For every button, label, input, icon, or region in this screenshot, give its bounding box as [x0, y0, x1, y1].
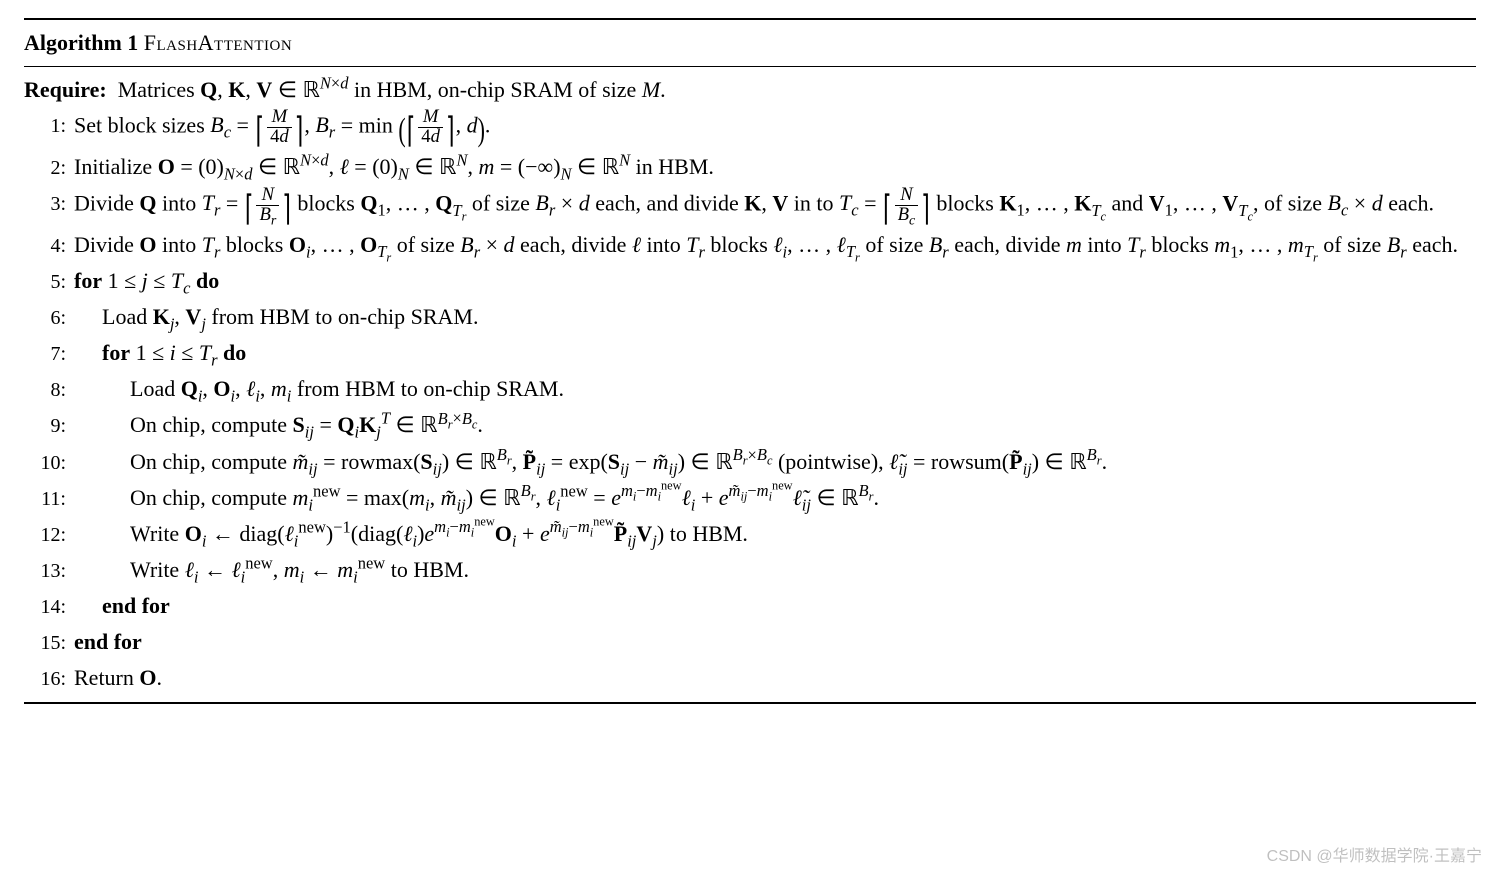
step-number: 5:: [24, 267, 74, 298]
algo-step: 12: Write Oi ← diag(ℓinew)−1(diag(ℓi)emi…: [24, 516, 1476, 552]
algo-step: 8: Load Qi, Oi, ℓi, mi from HBM to on-ch…: [24, 371, 1476, 407]
algorithm-body: Require: Matrices Q, K, V ∈ ℝN×d in HBM,…: [24, 67, 1476, 700]
step-number: 4:: [24, 231, 74, 262]
require-line: Require: Matrices Q, K, V ∈ ℝN×d in HBM,…: [24, 73, 1476, 107]
algorithm-title: Algorithm 1 FlashAttention: [24, 22, 1476, 67]
step-body: end for: [74, 625, 1476, 659]
step-body: for 1 ≤ i ≤ Tr do: [74, 336, 1476, 370]
watermark: CSDN @华师数据学院·王嘉宁: [1267, 845, 1482, 870]
step-number: 3:: [24, 189, 74, 220]
step-number: 15:: [24, 628, 74, 659]
step-number: 13:: [24, 556, 74, 587]
step-number: 7:: [24, 339, 74, 370]
step-body: Divide Q into Tr = ⌈NBr⌉ blocks Q1, … , …: [74, 186, 1476, 226]
step-number: 8:: [24, 375, 74, 406]
step-body: On chip, compute m̃ij = rowmax(Sij) ∈ ℝB…: [74, 445, 1476, 479]
algo-step: 16: Return O.: [24, 660, 1476, 696]
algo-step: 14: end for: [24, 588, 1476, 624]
require-label: Require:: [24, 77, 107, 102]
algorithm-box: Algorithm 1 FlashAttention Require: Matr…: [24, 18, 1476, 704]
step-number: 2:: [24, 153, 74, 184]
algo-step: 7: for 1 ≤ i ≤ Tr do: [24, 335, 1476, 371]
step-body: Return O.: [74, 661, 1476, 695]
algorithm-label: Algorithm 1: [24, 30, 138, 55]
step-body: end for: [74, 589, 1476, 623]
algo-step: 9: On chip, compute Sij = QiKjT ∈ ℝBr×Bc…: [24, 407, 1476, 443]
step-body: Set block sizes Bc = ⌈M4d⌉, Br = min (⌈M…: [74, 108, 1476, 148]
step-body: Write Oi ← diag(ℓinew)−1(diag(ℓi)emi−min…: [74, 517, 1476, 551]
step-number: 11:: [24, 484, 74, 515]
step-number: 10:: [24, 448, 74, 479]
step-number: 9:: [24, 411, 74, 442]
algo-step: 1: Set block sizes Bc = ⌈M4d⌉, Br = min …: [24, 107, 1476, 149]
algo-step: 13: Write ℓi ← ℓinew, mi ← minew to HBM.: [24, 552, 1476, 588]
algo-step: 11: On chip, compute minew = max(mi, m̃i…: [24, 480, 1476, 516]
algo-step: 3: Divide Q into Tr = ⌈NBr⌉ blocks Q1, ……: [24, 185, 1476, 227]
step-number: 1:: [24, 111, 74, 142]
algo-step: 2: Initialize O = (0)N×d ∈ ℝN×d, ℓ = (0)…: [24, 149, 1476, 185]
step-body: Write ℓi ← ℓinew, mi ← minew to HBM.: [74, 553, 1476, 587]
algo-step: 10: On chip, compute m̃ij = rowmax(Sij) …: [24, 444, 1476, 480]
algorithm-name: FlashAttention: [144, 30, 292, 55]
step-body: for 1 ≤ j ≤ Tc do: [74, 264, 1476, 298]
algo-step: 4: Divide O into Tr blocks Oi, … , OTr o…: [24, 227, 1476, 263]
step-body: Load Qi, Oi, ℓi, mi from HBM to on-chip …: [74, 372, 1476, 406]
step-number: 16:: [24, 664, 74, 695]
step-number: 14:: [24, 592, 74, 623]
step-body: Initialize O = (0)N×d ∈ ℝN×d, ℓ = (0)N ∈…: [74, 150, 1476, 184]
step-number: 12:: [24, 520, 74, 551]
step-body: Load Kj, Vj from HBM to on-chip SRAM.: [74, 300, 1476, 334]
step-body: On chip, compute minew = max(mi, m̃ij) ∈…: [74, 481, 1476, 515]
require-text: Matrices Q, K, V ∈ ℝN×d in HBM, on-chip …: [112, 77, 665, 102]
step-number: 6:: [24, 303, 74, 334]
algo-step: 6: Load Kj, Vj from HBM to on-chip SRAM.: [24, 299, 1476, 335]
algo-step: 5: for 1 ≤ j ≤ Tc do: [24, 263, 1476, 299]
algo-step: 15: end for: [24, 624, 1476, 660]
step-body: On chip, compute Sij = QiKjT ∈ ℝBr×Bc.: [74, 408, 1476, 442]
